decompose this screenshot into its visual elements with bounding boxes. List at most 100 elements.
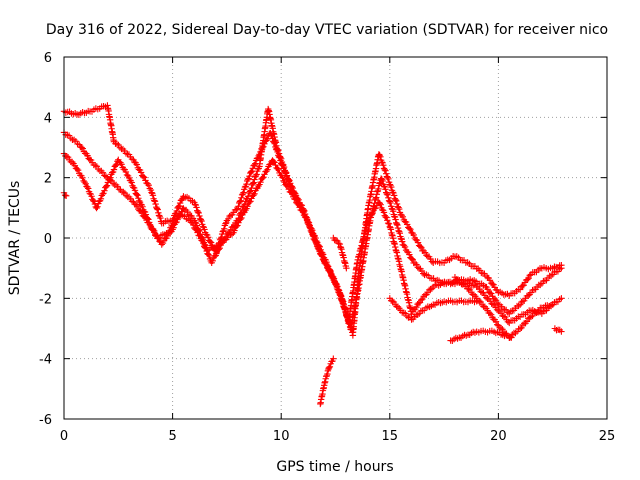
point-track-c [283,182,290,189]
point-track-a [195,209,202,217]
point-track-g [556,326,563,334]
point-track-c [193,222,201,229]
x-tick-label: 25 [599,429,616,444]
point-track-a [145,182,152,189]
point-track-d [492,318,500,325]
chart-title: Day 316 of 2022, Sidereal Day-to-day VTE… [46,22,608,38]
point-track-e [394,303,402,310]
point-track-c [272,161,279,169]
point-track-b [253,171,260,178]
point-track-b [213,249,220,257]
point-track-b [251,176,258,183]
point-track-c [382,213,389,221]
point-track-g [558,328,565,335]
point-track-a [243,181,250,188]
point-track-b [399,238,406,245]
point-track-c [64,154,72,161]
point-track-c [324,262,331,269]
point-track-b [386,198,393,205]
point-track-c [158,241,165,248]
point-track-j [335,240,342,247]
point-track-a [407,226,414,233]
point-track-c [237,216,244,223]
point-track-a [152,200,159,208]
point-track-b [396,229,404,237]
point-track-h [326,363,334,370]
point-track-c [274,165,281,172]
point-track-b [537,281,544,289]
point-track-c [84,183,91,191]
point-track-c [260,173,267,181]
point-track-b [79,145,86,152]
point-track-b [84,152,91,159]
point-track-b [70,136,78,144]
point-track-c [94,203,101,210]
point-track-b [285,176,292,183]
point-track-b [414,264,421,271]
point-track-c [294,200,301,207]
point-track-a [393,200,401,208]
point-track-c [244,203,251,210]
point-track-b [484,286,491,293]
point-track-b [413,261,420,268]
point-track-b [491,295,499,303]
point-track-h [330,355,337,362]
point-track-b [488,290,495,297]
point-track-b [507,308,515,315]
point-track-b [102,173,110,180]
point-track-a [154,206,161,213]
point-track-a [194,208,202,216]
y-tick-label: -4 [39,353,52,368]
point-track-c [220,237,227,244]
point-track-a [421,249,429,256]
point-track-a [516,286,524,293]
x-tick-label: 0 [60,429,68,444]
point-track-d [509,331,516,338]
point-track-a [396,205,403,213]
point-track-a [244,176,252,183]
point-track-b [283,169,290,176]
point-track-c [184,208,191,216]
point-track-a [128,155,136,163]
point-track-c [117,159,124,166]
point-track-c [424,289,432,296]
point-track-a [193,204,200,211]
point-track-a [137,169,145,176]
point-track-c [146,221,154,229]
y-axis-label: SDTVAR / TECUs [7,181,23,296]
y-tick-label: 6 [44,51,52,66]
point-track-c [150,227,158,234]
point-track-b [396,228,403,235]
point-track-e [403,312,411,320]
point-track-c [251,190,258,197]
point-track-c [185,211,193,218]
point-track-c [97,195,105,202]
y-tick-label: 0 [44,232,52,247]
point-track-c [133,191,140,198]
point-track-b [409,256,416,263]
point-track-a [197,216,205,223]
point-track-b [283,172,291,179]
x-axis-label: GPS time / hours [276,459,393,475]
point-track-c [134,192,141,199]
point-track-b [209,257,216,265]
point-track-b [120,188,127,196]
point-track-a [235,203,242,210]
point-track-a [236,198,244,205]
point-track-d [465,285,472,293]
point-track-c [270,158,277,165]
point-track-c [68,158,76,166]
point-track-e [414,311,421,319]
point-track-c [131,187,139,194]
point-track-c [558,295,565,302]
point-track-c [246,198,253,206]
point-track-g [551,325,559,332]
point-track-c [271,159,278,166]
point-track-c [493,306,501,313]
point-track-c [73,165,81,173]
point-track-b [379,177,386,185]
point-track-a [153,205,161,212]
point-track-a [238,194,245,201]
point-track-b [246,188,254,195]
point-track-a [377,153,384,161]
